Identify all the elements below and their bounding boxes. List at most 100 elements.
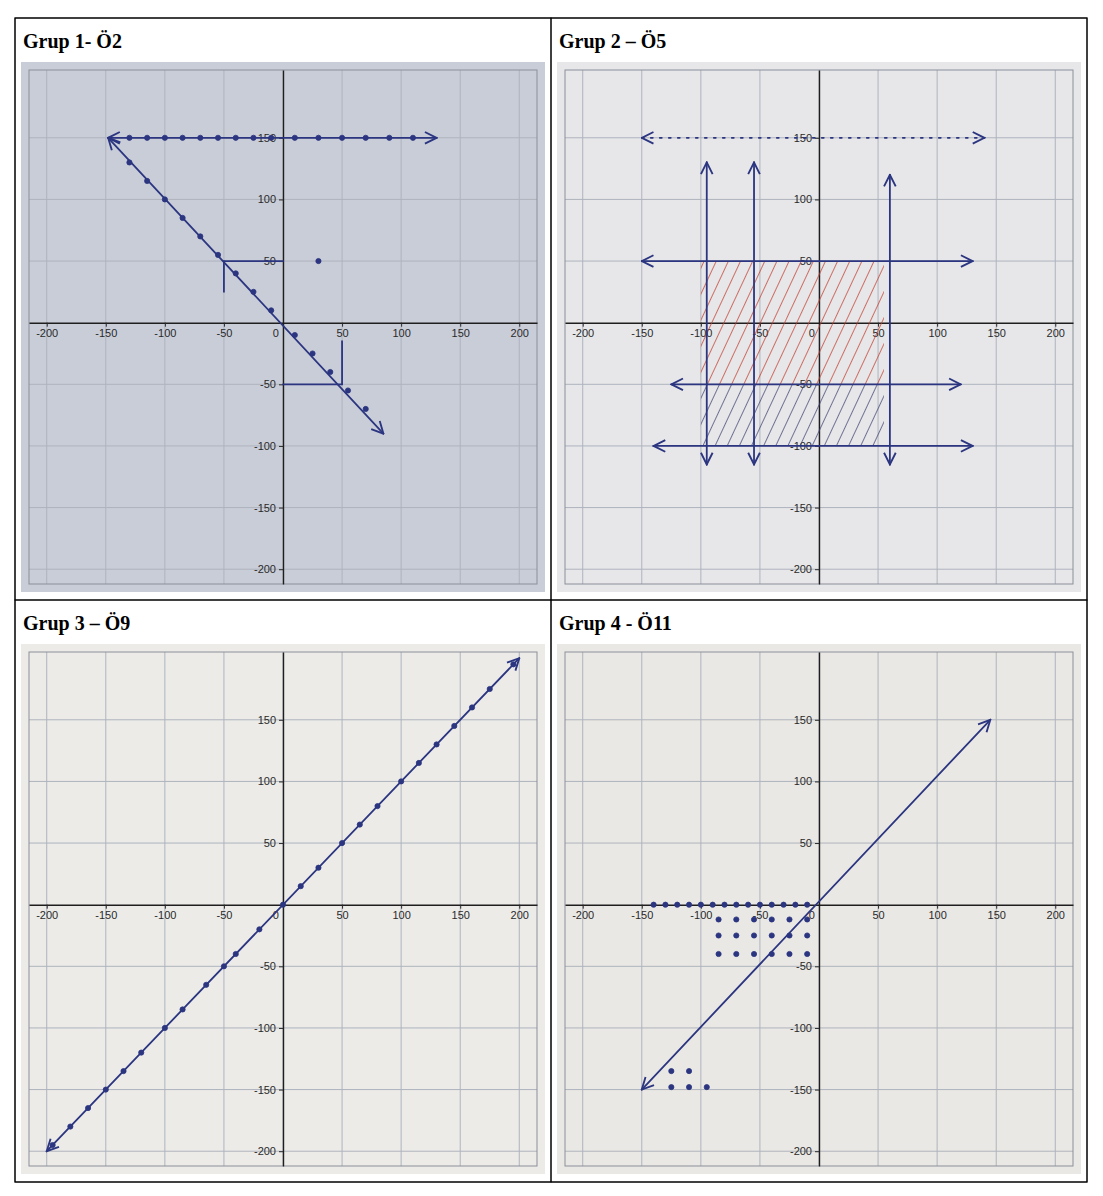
tick: 100: [794, 775, 819, 787]
point: [292, 135, 297, 140]
point: [233, 135, 238, 140]
point: [251, 289, 256, 294]
tick: -200: [790, 1145, 819, 1157]
tick: 200: [511, 905, 529, 922]
tick-label: -150: [631, 909, 653, 921]
line: [642, 720, 991, 1090]
tick-label: 50: [336, 327, 348, 339]
point: [734, 933, 739, 938]
y-axis-line: [283, 653, 284, 1167]
line: [224, 260, 283, 262]
point: [298, 884, 303, 889]
tick: -50: [260, 960, 283, 972]
tick-mark: [165, 905, 166, 909]
grid: [29, 652, 537, 1166]
tick-mark: [279, 843, 283, 844]
grid-line: [29, 261, 537, 262]
tick-mark: [815, 1151, 819, 1152]
tick-mark: [279, 199, 283, 200]
tick-mark: [815, 1090, 819, 1091]
point: [710, 902, 715, 907]
tick-mark: [106, 905, 107, 909]
tick-mark: [224, 905, 225, 909]
panel-title: Grup 1- Ö2: [23, 30, 122, 53]
tick-label: -200: [254, 1145, 276, 1157]
tick-label: -50: [260, 960, 276, 972]
point: [722, 902, 727, 907]
line: [889, 175, 891, 465]
plot-area: [47, 658, 520, 1151]
photo-background: [21, 62, 545, 592]
point: [734, 902, 739, 907]
point: [363, 406, 368, 411]
grid: [565, 70, 1073, 584]
tick-label: 100: [794, 193, 812, 205]
tick-label: -200: [572, 909, 594, 921]
point: [734, 917, 739, 922]
tick-label: -200: [790, 1145, 812, 1157]
tick-label: 150: [452, 909, 470, 921]
tick-label: -150: [95, 327, 117, 339]
point: [180, 215, 185, 220]
point: [145, 135, 150, 140]
point: [651, 902, 656, 907]
point: [410, 135, 415, 140]
table-cell: [551, 600, 1087, 1182]
tick-label: 150: [258, 714, 276, 726]
tick: -100: [154, 905, 176, 922]
point: [162, 135, 167, 140]
tick-label: -50: [216, 909, 232, 921]
point: [198, 135, 203, 140]
tick: 100: [928, 905, 946, 922]
line: [642, 260, 973, 262]
tick-mark: [996, 905, 997, 909]
table-cell: [551, 18, 1087, 600]
point: [734, 951, 739, 956]
panel-title: Grup 2 – Ö5: [559, 30, 666, 53]
tick: -200: [36, 323, 58, 340]
tick-label: -200: [254, 563, 276, 575]
tick: -150: [254, 1084, 283, 1096]
line: [642, 137, 985, 139]
tick-label: -200: [572, 327, 594, 339]
tick-mark: [642, 905, 643, 909]
tick: 50: [336, 323, 348, 340]
photo-background: [21, 644, 545, 1174]
tick: -200: [254, 1145, 283, 1157]
point: [162, 197, 167, 202]
point: [751, 933, 756, 938]
tick: 50: [336, 905, 348, 922]
plot-area: [642, 138, 985, 465]
tick: 50: [264, 837, 283, 849]
grid: [565, 652, 1073, 1166]
point: [269, 135, 274, 140]
point: [121, 1068, 126, 1073]
line: [341, 341, 343, 384]
tick-label: 150: [988, 909, 1006, 921]
tick: -50: [216, 323, 232, 340]
tick-label: 50: [336, 909, 348, 921]
y-axis: -200-150-100-5050100150: [254, 71, 284, 585]
tick: -100: [790, 1022, 819, 1034]
point: [805, 933, 810, 938]
point: [787, 917, 792, 922]
tick-label: -50: [796, 960, 812, 972]
point: [669, 1085, 674, 1090]
point: [686, 1068, 691, 1073]
point: [781, 902, 786, 907]
plot-area: [108, 135, 436, 433]
tick: -200: [254, 563, 283, 575]
point: [198, 234, 203, 239]
tick: 150: [794, 714, 819, 726]
tick-label: -150: [790, 502, 812, 514]
tick-mark: [279, 446, 283, 447]
point: [328, 369, 333, 374]
point: [310, 351, 315, 356]
tick-label: -100: [254, 440, 276, 452]
tick-mark: [815, 508, 819, 509]
tick-mark: [815, 720, 819, 721]
point: [145, 178, 150, 183]
point: [769, 933, 774, 938]
point: [805, 951, 810, 956]
tick-label: -200: [36, 327, 58, 339]
